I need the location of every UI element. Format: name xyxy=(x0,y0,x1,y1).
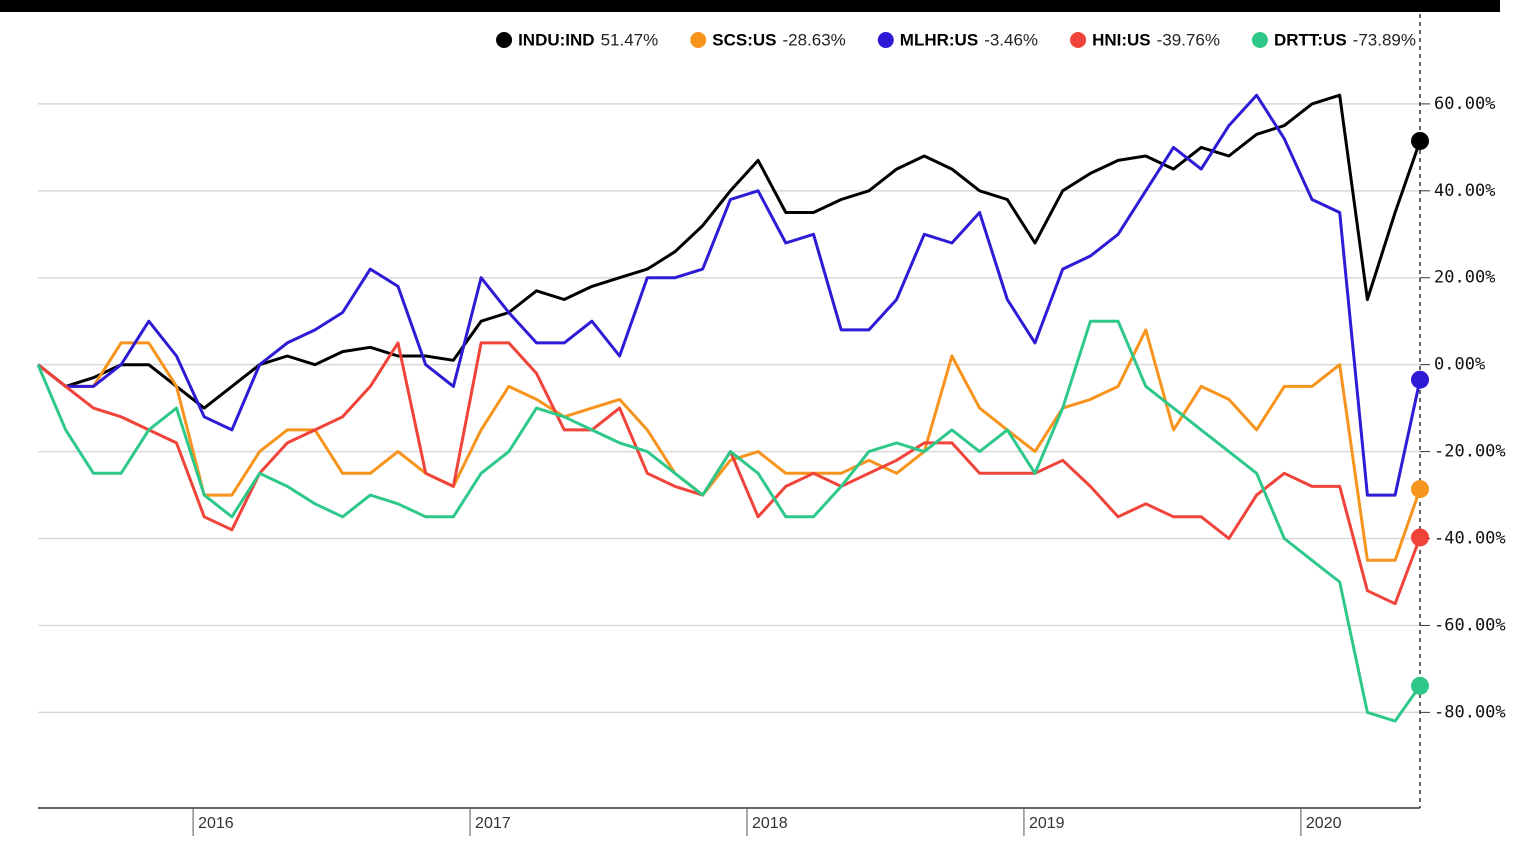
legend: INDU:IND 51.47% SCS:US -28.63% MLHR:US -3.46%… xyxy=(496,30,1416,49)
y-tick-label: 0.00% xyxy=(1434,355,1485,375)
series-line xyxy=(37,93,1422,497)
end-dot xyxy=(1411,528,1429,547)
x-tick-label: 2016 xyxy=(198,815,234,832)
series-line xyxy=(37,328,1422,562)
legend-item: DRTT:US -73.89% xyxy=(1251,30,1416,49)
legend-value: -3.46% xyxy=(984,30,1038,49)
legend-marker xyxy=(877,32,894,48)
legend-label: HNI:US xyxy=(1092,30,1151,49)
legend-item: INDU:IND 51.47% xyxy=(496,30,658,49)
x-tick-label: 2020 xyxy=(1306,815,1342,832)
end-dot xyxy=(1411,370,1429,389)
end-dot xyxy=(1411,131,1429,150)
legend-value: -39.76% xyxy=(1157,30,1220,49)
series-line xyxy=(37,93,1422,410)
series-line xyxy=(36,319,1422,723)
y-tick-label: 60.00% xyxy=(1434,94,1495,114)
top-bar xyxy=(0,0,1500,12)
legend-value: -73.89% xyxy=(1353,30,1416,49)
y-tick-label: -20.00% xyxy=(1434,442,1506,462)
x-tick-label: 2017 xyxy=(475,815,511,832)
legend-marker xyxy=(1251,32,1268,48)
legend-item: MLHR:US -3.46% xyxy=(877,30,1038,49)
legend-marker xyxy=(496,32,513,48)
legend-label: DRTT:US xyxy=(1274,30,1347,49)
legend-item: SCS:US -28.63% xyxy=(690,30,846,49)
legend-label: INDU:IND xyxy=(518,30,595,49)
legend-value: -28.63% xyxy=(782,30,845,49)
legend-label: MLHR:US xyxy=(900,30,978,49)
end-dot xyxy=(1411,676,1429,695)
y-tick-label: -40.00% xyxy=(1434,529,1506,549)
legend-marker xyxy=(690,32,707,48)
y-tick-label: -60.00% xyxy=(1434,615,1506,635)
y-tick-label: 20.00% xyxy=(1434,268,1495,288)
x-tick-label: 2018 xyxy=(752,815,788,832)
legend-label: SCS:US xyxy=(712,30,776,49)
legend-item: HNI:US -39.76% xyxy=(1070,30,1220,49)
legend-value: 51.47% xyxy=(601,30,659,49)
y-tick-label: 40.00% xyxy=(1434,181,1495,201)
end-dot xyxy=(1411,480,1429,499)
y-tick-label: -80.00% xyxy=(1434,702,1506,722)
legend-marker xyxy=(1070,32,1087,48)
x-tick-label: 2019 xyxy=(1029,815,1065,832)
